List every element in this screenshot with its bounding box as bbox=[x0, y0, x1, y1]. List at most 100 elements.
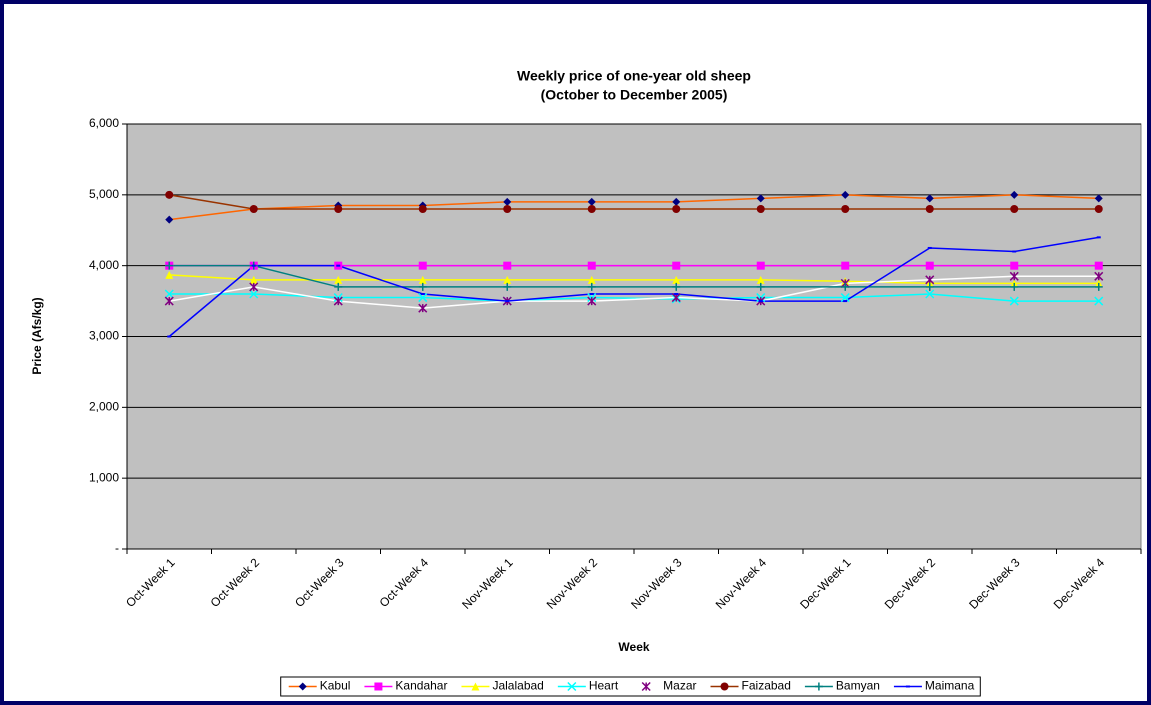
marker bbox=[418, 282, 427, 291]
marker bbox=[720, 682, 729, 691]
y-axis-label: Price (Afs/kg) bbox=[30, 297, 44, 374]
y-tick-label: 6,000 bbox=[89, 116, 119, 130]
legend-label: Jalalabad bbox=[492, 679, 543, 693]
marker bbox=[672, 261, 681, 270]
marker bbox=[503, 275, 512, 284]
marker bbox=[165, 270, 174, 279]
marker bbox=[374, 682, 383, 691]
marker bbox=[503, 282, 512, 291]
marker bbox=[249, 275, 258, 284]
marker bbox=[841, 190, 850, 199]
marker bbox=[249, 282, 259, 292]
marker bbox=[471, 682, 480, 691]
marker bbox=[587, 261, 596, 270]
marker bbox=[249, 205, 258, 213]
series-line bbox=[169, 194, 1099, 221]
legend: Kabul Kandahar Jalalabad Heart Mazar Faizabad… bbox=[280, 676, 981, 697]
marker bbox=[1009, 296, 1019, 306]
marker bbox=[756, 261, 765, 270]
marker bbox=[164, 289, 174, 299]
marker bbox=[672, 205, 681, 213]
legend-label: Kabul bbox=[320, 679, 351, 693]
series-line bbox=[169, 194, 1099, 210]
marker bbox=[503, 261, 512, 270]
marker bbox=[1094, 194, 1103, 203]
marker bbox=[1009, 271, 1019, 281]
marker bbox=[418, 293, 428, 303]
marker bbox=[418, 205, 427, 213]
marker bbox=[641, 681, 651, 692]
marker bbox=[165, 190, 174, 199]
marker bbox=[925, 261, 934, 270]
marker bbox=[567, 681, 577, 692]
marker bbox=[587, 296, 597, 306]
marker bbox=[298, 682, 307, 691]
marker bbox=[587, 197, 596, 206]
marker bbox=[503, 197, 512, 206]
marker bbox=[756, 282, 765, 291]
marker bbox=[672, 282, 681, 291]
legend-label: Bamyan bbox=[836, 679, 880, 693]
marker bbox=[756, 275, 765, 284]
marker bbox=[165, 215, 174, 224]
legend-label: Kandahar bbox=[395, 679, 447, 693]
marker bbox=[841, 261, 850, 270]
marker bbox=[418, 261, 427, 270]
chart-title: Weekly price of one-year old sheep bbox=[517, 68, 751, 84]
marker bbox=[756, 205, 765, 213]
legend-label: Mazar bbox=[663, 679, 696, 693]
chart-subtitle: (October to December 2005) bbox=[541, 87, 728, 103]
marker bbox=[333, 296, 343, 306]
y-tick-label: 3,000 bbox=[89, 329, 119, 343]
legend-label: Maimana bbox=[925, 679, 975, 693]
marker bbox=[925, 205, 934, 213]
x-axis-label: Week bbox=[618, 640, 649, 654]
y-tick-label: 1,000 bbox=[89, 470, 119, 484]
y-tick-label: 2,000 bbox=[89, 400, 119, 414]
series-line bbox=[169, 275, 1099, 309]
marker bbox=[1094, 282, 1103, 291]
marker bbox=[925, 282, 934, 291]
marker bbox=[587, 275, 596, 284]
marker bbox=[418, 275, 427, 284]
series-line bbox=[168, 236, 1099, 338]
legend-box bbox=[280, 676, 981, 697]
marker bbox=[334, 205, 343, 213]
marker bbox=[925, 275, 935, 285]
marker bbox=[672, 275, 681, 284]
marker bbox=[1010, 261, 1019, 270]
marker bbox=[925, 194, 934, 203]
marker bbox=[1010, 205, 1019, 213]
marker bbox=[1094, 205, 1103, 213]
marker bbox=[503, 205, 512, 213]
y-tick-label: - bbox=[115, 541, 119, 555]
marker bbox=[925, 289, 935, 299]
marker bbox=[249, 289, 259, 299]
marker bbox=[1094, 261, 1103, 270]
marker bbox=[756, 194, 765, 203]
marker bbox=[418, 303, 428, 313]
marker bbox=[587, 205, 596, 213]
marker bbox=[814, 682, 823, 691]
marker bbox=[1010, 282, 1019, 291]
marker bbox=[334, 275, 343, 284]
marker bbox=[841, 205, 850, 213]
marker bbox=[587, 282, 596, 291]
marker bbox=[165, 261, 174, 270]
marker bbox=[1094, 296, 1104, 306]
marker bbox=[334, 282, 343, 291]
marker bbox=[164, 296, 174, 306]
marker bbox=[1094, 271, 1104, 281]
marker bbox=[840, 293, 850, 303]
marker bbox=[1010, 190, 1019, 199]
series-line bbox=[169, 293, 1099, 302]
legend-label: Faizabad bbox=[742, 679, 791, 693]
series-line bbox=[169, 264, 1099, 288]
marker bbox=[841, 282, 850, 291]
series-line bbox=[169, 274, 1099, 285]
y-tick-label: 5,000 bbox=[89, 187, 119, 201]
y-tick-label: 4,000 bbox=[89, 258, 119, 272]
marker bbox=[672, 197, 681, 206]
legend-label: Heart bbox=[589, 679, 619, 693]
